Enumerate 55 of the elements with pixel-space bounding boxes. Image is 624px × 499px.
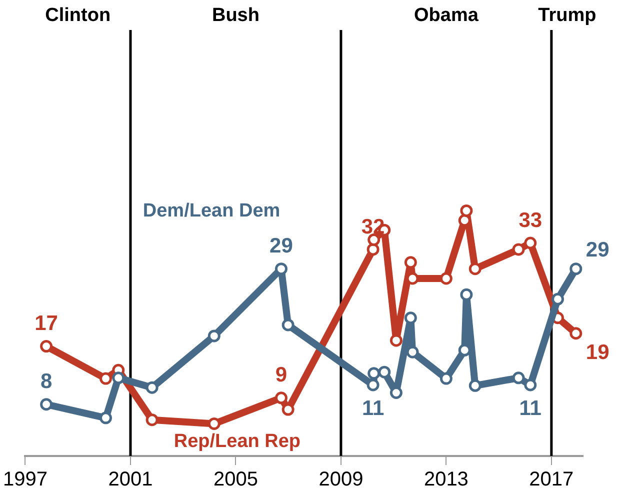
point	[512, 372, 525, 384]
x-tick-label: 2009	[318, 468, 364, 491]
point	[468, 262, 482, 276]
point	[570, 327, 582, 340]
data-label: 11	[362, 396, 384, 420]
text: Trump	[538, 5, 596, 26]
point	[274, 392, 288, 404]
text: Obama	[414, 5, 479, 26]
point	[404, 312, 417, 324]
x-tick-label: 1997	[2, 468, 48, 491]
point	[551, 292, 564, 306]
x-tick-label: 2001	[108, 468, 153, 491]
point	[100, 372, 112, 385]
data-label: 9	[275, 364, 288, 387]
point	[440, 372, 452, 385]
point	[368, 234, 380, 246]
point	[282, 318, 294, 332]
data-label: 19	[586, 341, 610, 364]
x-tick-label: 2013	[424, 468, 468, 491]
point	[524, 378, 537, 392]
text: Dem/Lean Dem	[142, 200, 280, 222]
point	[524, 236, 537, 250]
point	[404, 256, 417, 269]
data-label: 8	[40, 370, 52, 394]
data-label: 29	[586, 238, 610, 262]
point	[208, 417, 220, 430]
point	[274, 262, 288, 276]
data-label: 33	[518, 208, 542, 232]
point	[366, 378, 380, 392]
point	[208, 330, 220, 342]
point	[570, 262, 582, 276]
data-label: 11	[519, 396, 542, 420]
point	[112, 372, 125, 384]
data-label: 17	[34, 312, 58, 336]
series-label: Rep/Lean Rep	[174, 431, 301, 452]
point	[378, 366, 391, 378]
point	[40, 398, 53, 411]
point	[40, 340, 53, 353]
point	[368, 367, 380, 380]
x-tick-label: 2005	[213, 468, 258, 491]
point	[460, 288, 473, 301]
text: Bush	[212, 5, 260, 26]
text: Clinton	[45, 5, 111, 26]
data-label: 29	[270, 234, 293, 258]
point	[460, 204, 473, 217]
point	[390, 334, 402, 347]
point	[100, 412, 112, 424]
point	[146, 414, 158, 426]
point	[406, 346, 419, 358]
point	[146, 381, 158, 394]
point	[440, 272, 452, 285]
point	[468, 379, 482, 392]
point	[512, 243, 525, 256]
x-tick-label: 2017	[529, 468, 574, 491]
point	[366, 243, 380, 256]
